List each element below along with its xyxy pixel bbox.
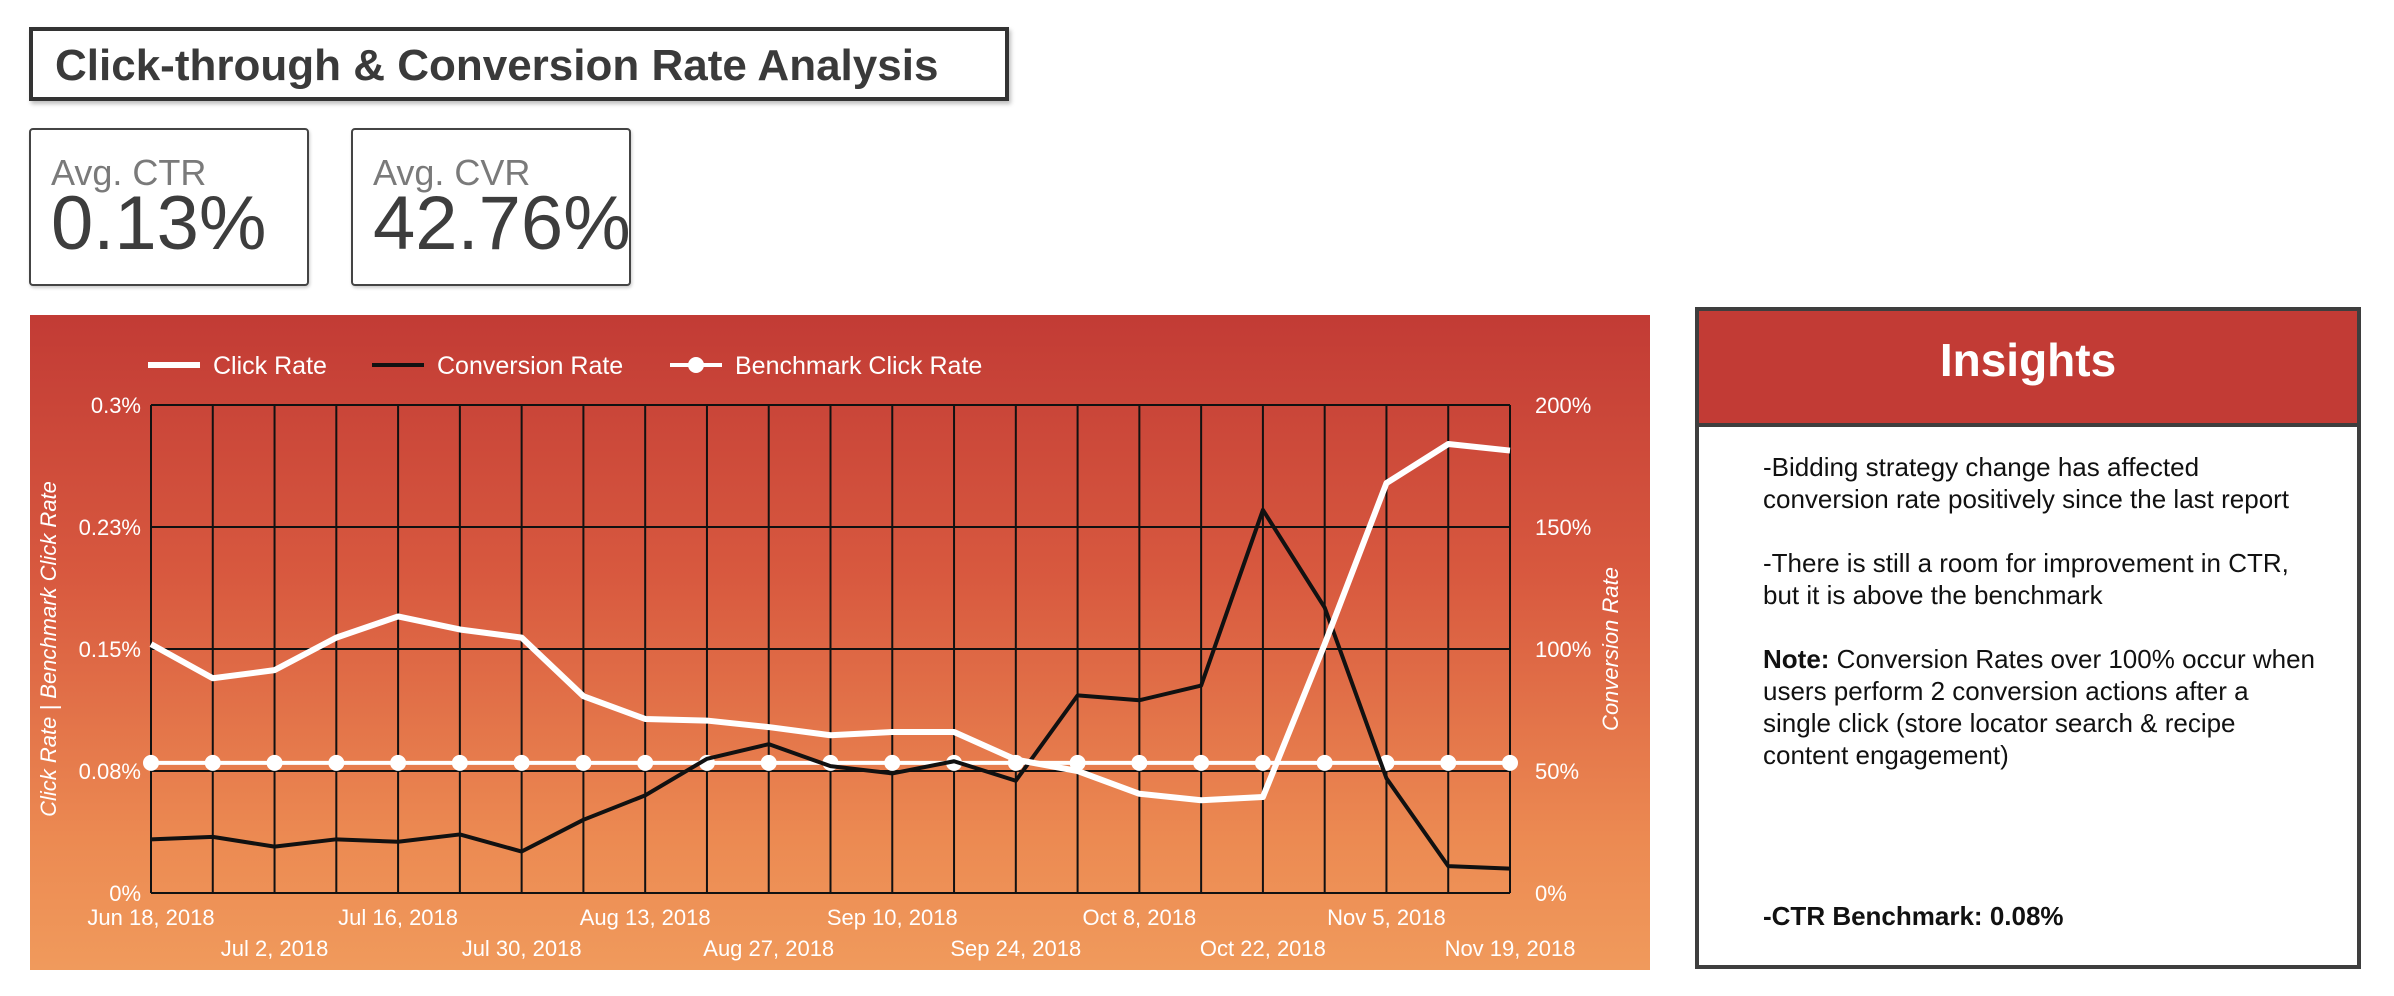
x-tick-label: Nov 19, 2018 [1445, 936, 1576, 961]
benchmark-click-rate-point [1131, 754, 1148, 771]
note-label: Note: [1763, 644, 1830, 674]
x-tick-label: Sep 10, 2018 [827, 905, 958, 930]
y-tick-label-left: 0.23% [79, 515, 141, 540]
benchmark-click-rate-point [1440, 754, 1457, 771]
insights-header: Insights [1699, 311, 2357, 427]
x-tick-label: Oct 8, 2018 [1082, 905, 1196, 930]
legend-label-conversion-rate: Conversion Rate [437, 352, 623, 380]
x-tick-label: Sep 24, 2018 [950, 936, 1081, 961]
insights-body: -Bidding strategy change has affected co… [1763, 451, 2323, 803]
y-tick-label-right: 100% [1535, 637, 1591, 662]
benchmark-click-rate-point [390, 754, 407, 771]
benchmark-click-rate-point [328, 754, 345, 771]
kpi-card-ctr: Avg. CTR 0.13% [29, 128, 309, 286]
benchmark-click-rate-point [884, 754, 901, 771]
x-tick-label: Aug 27, 2018 [703, 936, 834, 961]
legend-label-click-rate: Click Rate [213, 352, 327, 380]
click-rate-line [149, 441, 1511, 804]
benchmark-click-rate-point [204, 754, 221, 771]
benchmark-click-rate-point [1316, 754, 1333, 771]
x-tick-label: Jul 16, 2018 [338, 905, 458, 930]
insights-title: Insights [1939, 334, 2117, 386]
chart-panel: 0% 0.08% 0.15% 0.23% 0.3% 0% 50% 100% 150% 200% Cl… [30, 315, 1650, 970]
insight-note: Note: Conversion Rates over 100% occur w… [1763, 643, 2323, 771]
benchmark-click-rate-point [1502, 754, 1518, 771]
kpi-label-cvr: Avg. CVR [373, 152, 531, 193]
legend-marker-benchmark-click-rate [688, 357, 704, 373]
y-tick-label-right: 150% [1535, 515, 1591, 540]
line-chart: 0% 0.08% 0.15% 0.23% 0.3% 0% 50% 100% 150% 200% Cl… [36, 352, 1623, 961]
y-tick-label-right: 200% [1535, 393, 1591, 418]
ctr-benchmark: -CTR Benchmark: 0.08% [1763, 901, 2064, 931]
y-tick-label-left: 0.15% [79, 637, 141, 662]
benchmark-click-rate-point [451, 754, 468, 771]
benchmark-click-rate-point [513, 754, 530, 771]
y-tick-label-right: 50% [1535, 759, 1579, 784]
page-title: Click-through & Conversion Rate Analysis [55, 41, 939, 90]
insights-panel: Insights -Bidding strategy change has af… [1695, 307, 2361, 969]
kpi-card-cvr: Avg. CVR 42.76% [351, 128, 631, 286]
benchmark-click-rate-point [760, 754, 777, 771]
insight-paragraph-2: -There is still a room for improvement i… [1763, 548, 2289, 610]
benchmark-click-rate-point [1254, 754, 1271, 771]
legend-label-benchmark-click-rate: Benchmark Click Rate [735, 352, 982, 380]
benchmark-click-rate-point [637, 754, 654, 771]
x-tick-label: Jun 18, 2018 [87, 905, 214, 930]
x-tick-label: Nov 5, 2018 [1327, 905, 1446, 930]
kpi-value-cvr: 42.76% [373, 181, 631, 266]
insight-paragraph-1: -Bidding strategy change has affected co… [1763, 452, 2290, 514]
x-tick-label: Oct 22, 2018 [1200, 936, 1326, 961]
y-tick-label-right: 0% [1535, 881, 1567, 906]
benchmark-click-rate-point [575, 754, 592, 771]
benchmark-click-rate-point [143, 754, 159, 771]
note-text: Conversion Rates over 100% occur when us… [1763, 644, 2316, 770]
benchmark-click-rate-point [266, 754, 283, 771]
y-tick-label-left: 0.08% [79, 759, 141, 784]
benchmark-click-rate-point [1069, 754, 1086, 771]
conversion-rate-line [150, 507, 1511, 871]
kpi-label-ctr: Avg. CTR [51, 152, 207, 193]
y-tick-label-left: 0.3% [91, 393, 141, 418]
benchmark-click-rate-point [1193, 754, 1210, 771]
x-tick-label: Aug 13, 2018 [580, 905, 711, 930]
x-tick-label: Jul 30, 2018 [462, 936, 582, 961]
y-tick-label-left: 0% [109, 881, 141, 906]
kpi-value-ctr: 0.13% [51, 181, 267, 266]
y-axis-title-left: Click Rate | Benchmark Click Rate [36, 481, 61, 817]
y-axis-title-right: Conversion Rate [1598, 567, 1623, 731]
x-tick-label: Jul 2, 2018 [221, 936, 329, 961]
title-box: Click-through & Conversion Rate Analysis [29, 27, 1009, 101]
